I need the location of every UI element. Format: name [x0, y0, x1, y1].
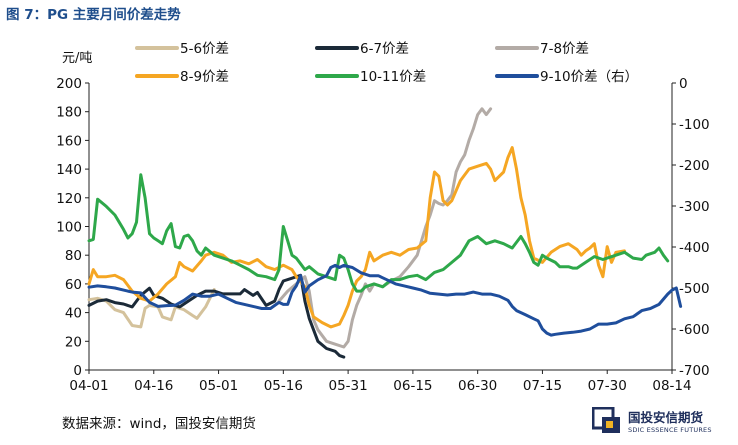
legend-label: 10-11价差 [360, 69, 426, 85]
series-line [87, 273, 346, 359]
x-tick-label: 07-15 [523, 378, 562, 394]
series-line [87, 263, 683, 337]
y-tick-label-left: 100 [56, 220, 82, 236]
figure-title: 图 7：PG 主要月间价差走势 [6, 7, 181, 23]
y-tick-label-left: 20 [65, 334, 82, 350]
y-tick-label-right: 0 [679, 76, 688, 92]
x-tick-label: 06-30 [458, 378, 497, 394]
x-tick-label: 08-14 [652, 378, 691, 394]
y-tick-label-right: -600 [679, 322, 710, 338]
y-axis-label: 元/吨 [62, 51, 92, 66]
y-tick-label-left: 40 [65, 306, 82, 322]
x-tick-label: 05-16 [264, 378, 303, 394]
legend-label: 8-9价差 [180, 69, 229, 85]
y-tick-label-left: 60 [65, 277, 82, 293]
brand-name: 国投安信期货 [628, 410, 704, 425]
legend-label: 5-6价差 [180, 41, 229, 57]
y-tick-label-right: -300 [679, 199, 710, 215]
y-tick-label-left: 200 [56, 76, 82, 92]
y-tick-label-right: -700 [679, 363, 710, 379]
y-tick-label-right: -500 [679, 281, 710, 297]
source-note: 数据来源：wind，国投安信期货 [62, 416, 256, 432]
x-tick-label: 05-31 [328, 378, 367, 394]
legend-label: 7-8价差 [540, 41, 589, 57]
legend: 5-6价差 6-7价差 7-8价差 8-9价差 10-11价差 9-10价差（右） [135, 41, 638, 85]
y-tick-label-right: -100 [679, 117, 710, 133]
series-line [87, 146, 626, 329]
x-tick-label: 04-01 [69, 378, 108, 394]
y-tick-label-left: 140 [56, 162, 82, 178]
y-tick-label-left: 120 [56, 191, 82, 207]
brand-logo-icon [592, 407, 620, 433]
axes: 0 20 40 60 80 100 120 140 160 180 200 0 -100 -200 -300… [56, 76, 709, 394]
series-line [87, 173, 670, 293]
y-tick-label-right: -400 [679, 240, 710, 256]
legend-label: 6-7价差 [360, 41, 409, 57]
brand-subtitle: SDIC ESSENCE FUTURES [628, 426, 712, 434]
x-tick-label: 07-30 [588, 378, 627, 394]
y-tick-label-left: 0 [73, 363, 82, 379]
x-tick-label: 04-16 [134, 378, 173, 394]
y-tick-label-left: 80 [65, 248, 82, 264]
y-tick-label-left: 180 [56, 105, 82, 121]
x-tick-label: 05-01 [199, 378, 238, 394]
brand-logo: 国投安信期货 SDIC ESSENCE FUTURES [592, 405, 732, 441]
x-tick-label: 06-15 [393, 378, 432, 394]
y-tick-label-left: 160 [56, 133, 82, 149]
series-line [87, 288, 216, 329]
y-tick-label-right: -200 [679, 158, 710, 174]
series-lines [87, 107, 683, 359]
legend-label: 9-10价差（右） [540, 69, 638, 85]
